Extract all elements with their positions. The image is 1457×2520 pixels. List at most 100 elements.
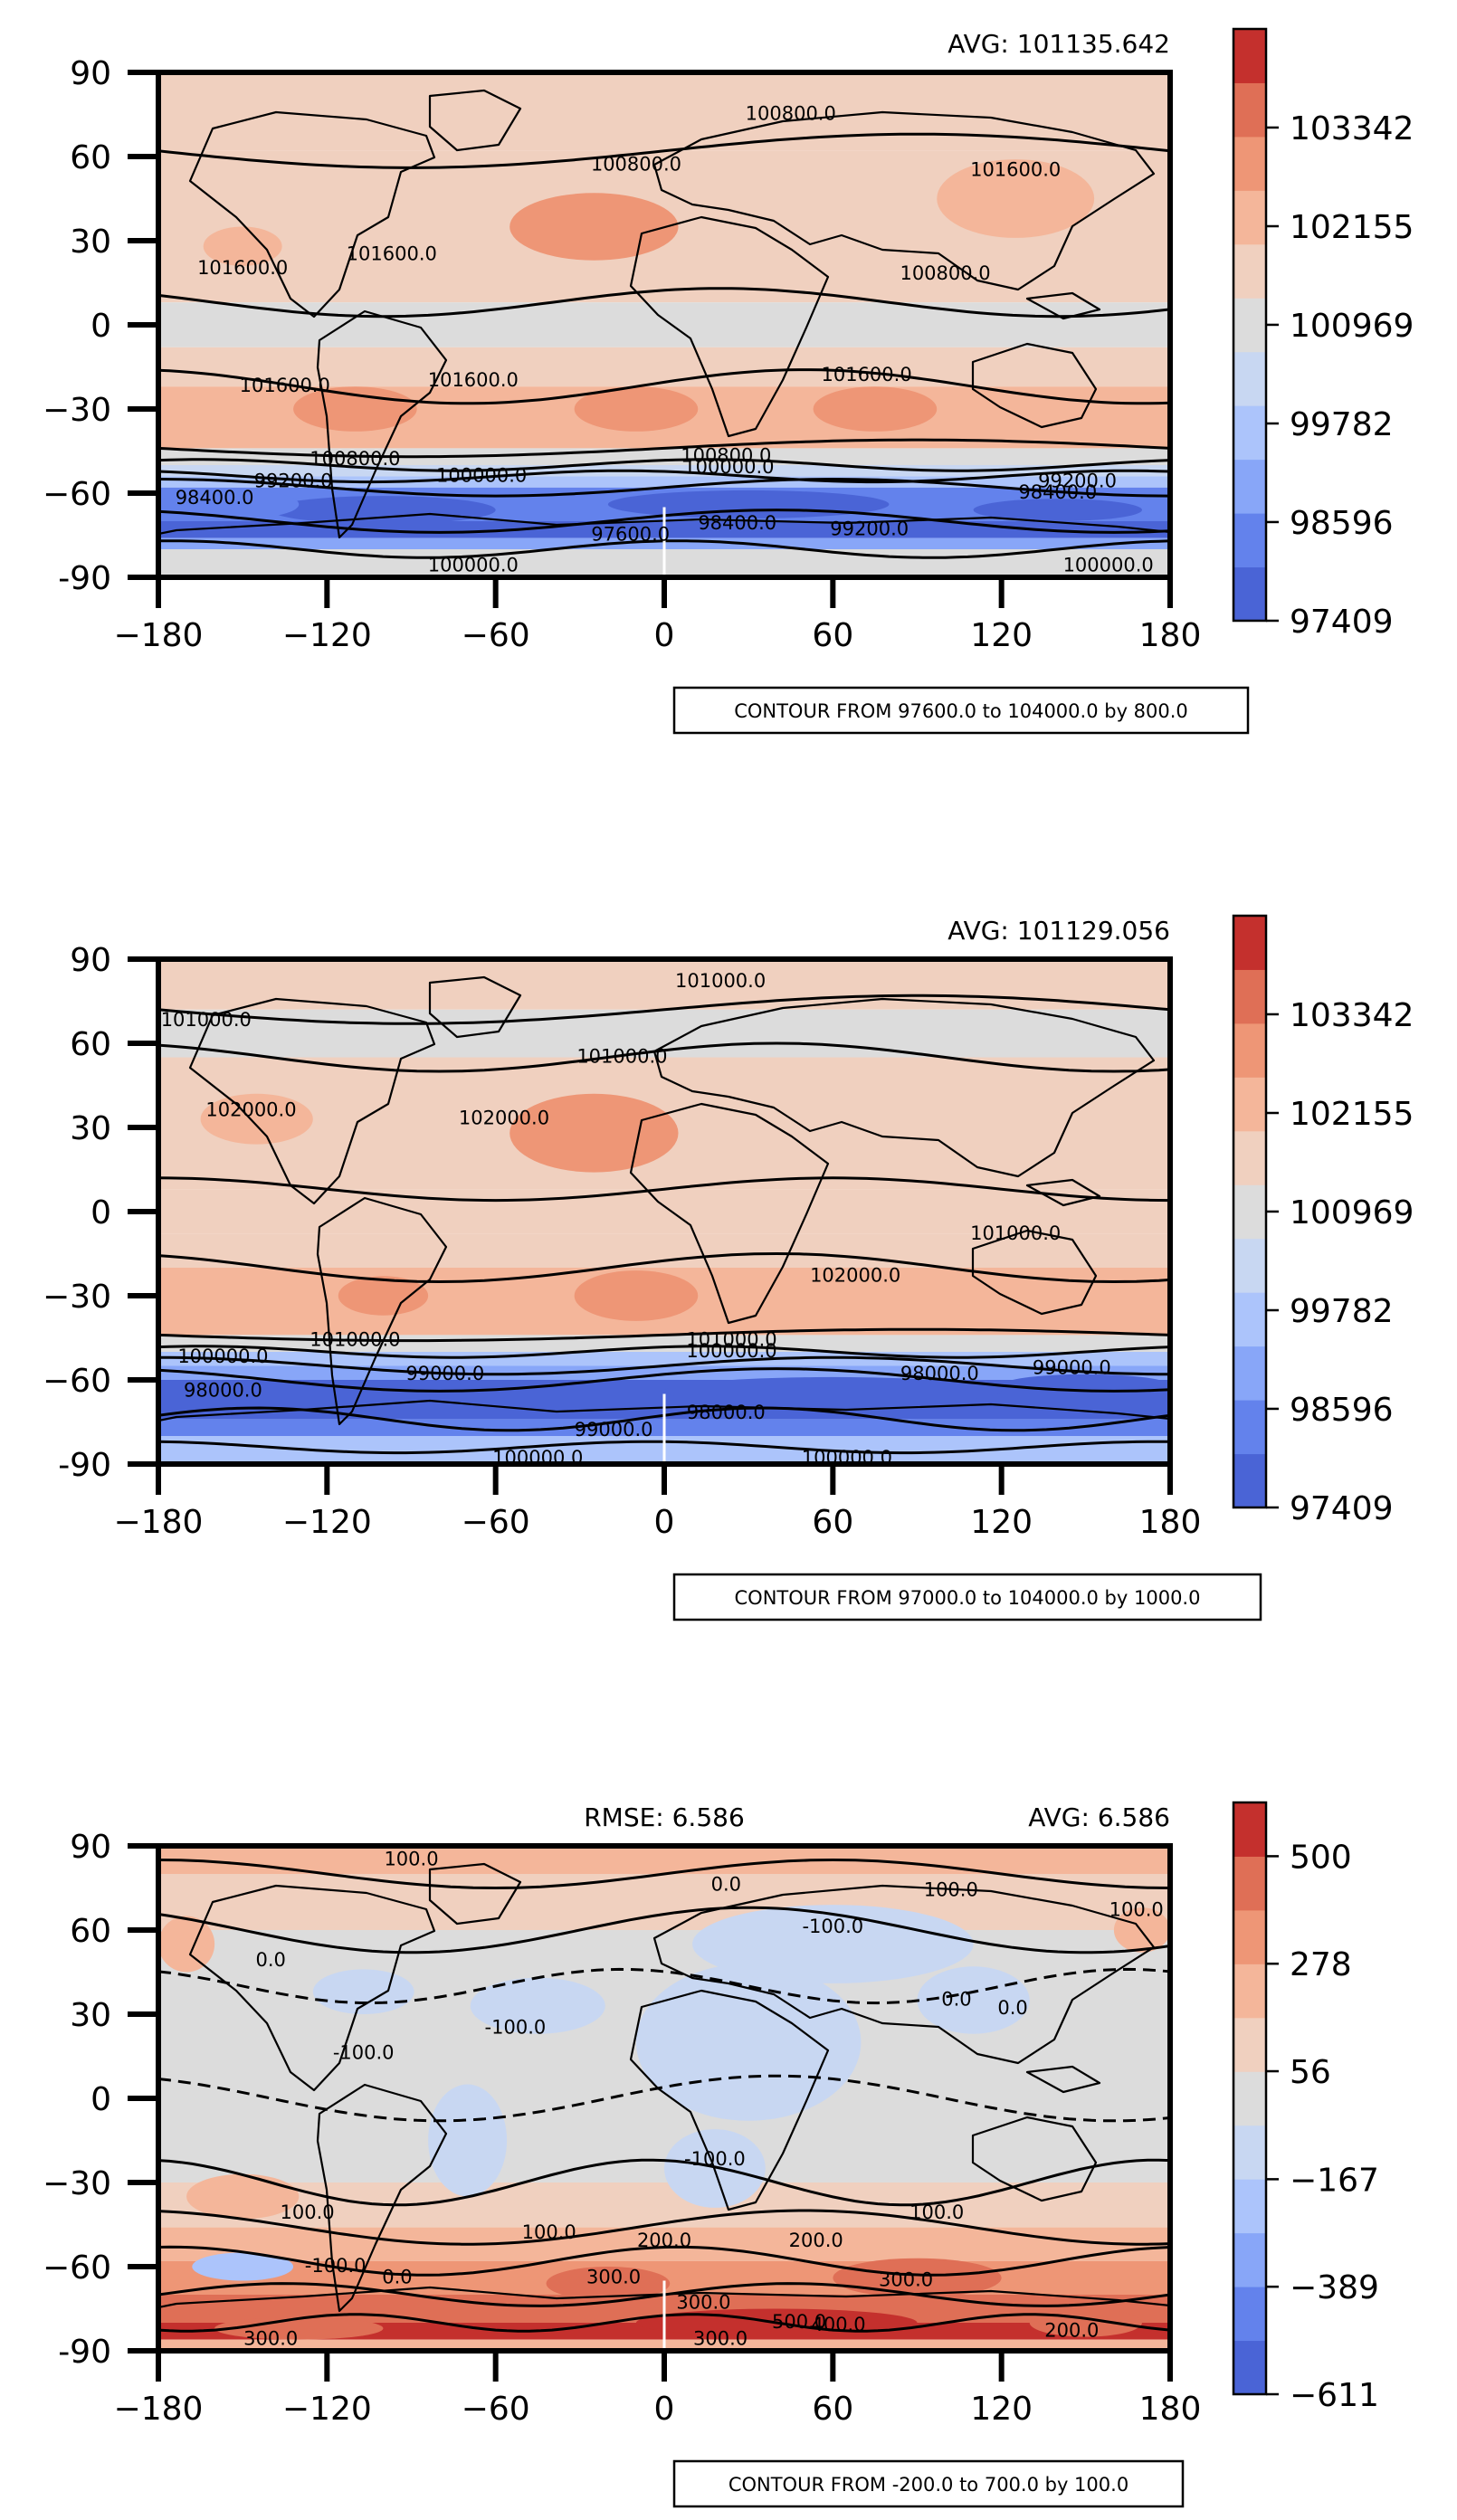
contour-label: 101600.0 [970, 159, 1061, 181]
x-tick-label: 120 [970, 2391, 1033, 2428]
field-band [158, 1846, 1170, 1874]
field-band [158, 448, 1170, 465]
contour-line [158, 469, 1170, 484]
colorbar-segment [1233, 1453, 1266, 1508]
colorbar-segment [1233, 82, 1266, 138]
colorbar: 103342 102155 100969 99782 98596 97409 [1232, 27, 1414, 641]
contour-label: 100000.0 [428, 555, 519, 576]
y-tick-label: 0 [90, 308, 111, 345]
colorbar-tick-label: 97409 [1290, 604, 1394, 641]
colorbar: 500 278 56 −167 −389 −611 [1232, 1801, 1379, 2414]
contour-label: -100.0 [802, 1916, 863, 1937]
contour-label: 101000.0 [970, 1222, 1061, 1244]
contour-label: 0.0 [997, 1997, 1027, 2019]
y-tick-label: 60 [70, 1913, 111, 1950]
panel-3: 100.0 0.0 100.0 -100.0 100.0 0.0 -100.0 -100.0 0… [43, 1801, 1379, 2508]
contour-label: 300.0 [693, 2328, 748, 2350]
field-blob [574, 1270, 699, 1321]
contour-line [158, 1176, 1170, 1203]
contour-label: 97600.0 [591, 524, 670, 546]
panel-2: 101000.0 101000.0 101000.0 102000.0 102000.0… [43, 914, 1414, 1621]
colorbar-segment [1233, 2125, 1266, 2180]
contour-label: 100000.0 [492, 1447, 583, 1469]
y-tick-label: 90 [70, 942, 111, 979]
x-tick-label: −120 [282, 617, 372, 654]
contour-label: -100.0 [305, 2255, 367, 2277]
y-tick-label: −30 [43, 392, 111, 429]
field-blob [338, 1276, 429, 1316]
y-tick-label: −60 [43, 2249, 111, 2287]
y-tick-label: −30 [43, 2165, 111, 2202]
contour-label: 100.0 [384, 1849, 438, 1870]
colorbar-segment [1233, 1184, 1266, 1240]
contour-label: 100800.0 [746, 103, 836, 125]
colorbar-segment [1233, 405, 1266, 461]
colorbar-tick-label: 103342 [1290, 997, 1414, 1034]
colorbar-tick-label: 102155 [1290, 209, 1414, 246]
field-blob [574, 386, 699, 432]
x-tick-label: 0 [654, 2391, 675, 2428]
field-blob [312, 1969, 414, 2014]
contour-label: 98400.0 [1018, 481, 1097, 503]
x-tick-label: 60 [812, 2391, 853, 2428]
contour-label: 98400.0 [176, 487, 254, 509]
field-blob [664, 1376, 1002, 1405]
contour-label: 101600.0 [347, 243, 437, 265]
x-tick-label: 180 [1139, 617, 1202, 654]
contour-label: 100000.0 [1063, 555, 1154, 576]
contour-label: 100000.0 [436, 464, 527, 486]
contour-label: 500.0 [772, 2311, 826, 2333]
contour-label: 98000.0 [900, 1363, 979, 1384]
colorbar-tick-label: 98596 [1290, 1392, 1394, 1429]
field-blob [833, 2258, 1002, 2298]
contour-label: 400.0 [811, 2314, 865, 2335]
contour-label: 101600.0 [428, 369, 519, 391]
colorbar-tick-label: 100969 [1290, 308, 1414, 345]
y-tick-label: 0 [90, 1194, 111, 1231]
field-blob [692, 1905, 974, 1983]
contour-line [158, 2209, 1170, 2246]
colorbar-tick-label: −611 [1290, 2377, 1379, 2414]
contour-label: 0.0 [711, 1873, 741, 1895]
contour-label: 102000.0 [205, 1098, 296, 1120]
colorbar-segment [1233, 1022, 1266, 1078]
contour-line [158, 287, 1170, 319]
field-blob [1113, 1907, 1170, 1953]
contour-label: 98000.0 [687, 1402, 766, 1423]
field-blob [937, 159, 1095, 238]
colorbar-segment [1233, 1130, 1266, 1185]
contour-line [158, 132, 1170, 169]
contour-label: 300.0 [586, 2266, 641, 2287]
colorbar-segment [1233, 1802, 1266, 1857]
x-tick-label: 0 [654, 1504, 675, 1541]
colorbar-segment [1233, 2017, 1266, 2072]
field-band [158, 1874, 1170, 1930]
contour-line [158, 2158, 1170, 2207]
contour-label: 200.0 [789, 2230, 843, 2251]
contour-line [158, 1327, 1170, 1343]
contour-label: 101000.0 [576, 1046, 667, 1068]
colorbar-tick-label: −389 [1290, 2269, 1379, 2306]
contour-line [158, 1906, 1170, 1954]
y-tick-label: −30 [43, 1279, 111, 1316]
contour-label: 100.0 [924, 1879, 978, 1901]
colorbar-segment [1233, 1856, 1266, 1911]
colorbar-segment [1233, 2232, 1266, 2287]
contour-line [158, 1355, 1170, 1376]
colorbar-segment [1233, 1400, 1266, 1455]
colorbar-segment [1233, 2340, 1266, 2395]
x-tick-label: 180 [1139, 1504, 1202, 1541]
contour-label: 102000.0 [810, 1264, 900, 1286]
colorbar-tick-label: 500 [1290, 1839, 1352, 1876]
contour-label: 300.0 [243, 2328, 298, 2350]
colorbar-tick-label: 103342 [1290, 110, 1414, 147]
field-blob [158, 1916, 215, 1973]
y-tick-label: 30 [70, 223, 111, 261]
field-blob [546, 2267, 671, 2301]
colorbar-segment [1233, 243, 1266, 299]
x-tick-label: 120 [970, 617, 1033, 654]
field-blob [509, 1093, 679, 1173]
x-tick-label: −60 [462, 1504, 530, 1541]
colorbar-segment [1233, 1292, 1266, 1347]
field-blob [271, 496, 496, 525]
